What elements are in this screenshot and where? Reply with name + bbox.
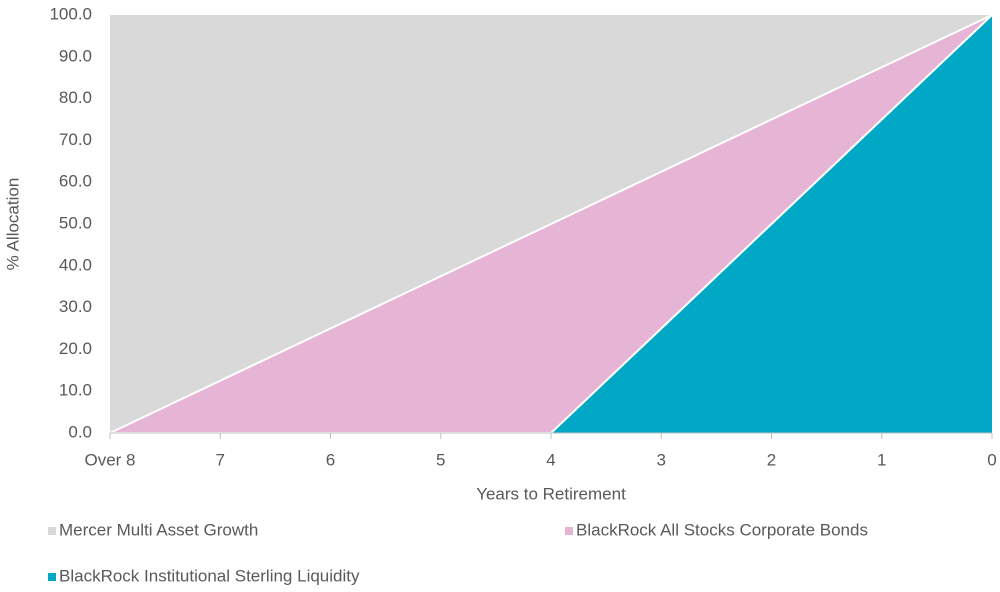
y-tick-label: 60.0 xyxy=(59,172,92,191)
area xyxy=(110,15,992,433)
y-tick-label: 100.0 xyxy=(49,4,92,23)
y-tick-label: 30.0 xyxy=(59,297,92,316)
legend-swatch xyxy=(565,527,573,535)
x-tick-label: 5 xyxy=(436,450,445,469)
x-tick-label: 4 xyxy=(546,450,555,469)
y-tick-label: 10.0 xyxy=(59,381,92,400)
x-tick-label: 3 xyxy=(657,450,666,469)
y-tick-label: 20.0 xyxy=(59,339,92,358)
legend-label: BlackRock All Stocks Corporate Bonds xyxy=(576,520,868,539)
y-axis-title: % Allocation xyxy=(3,178,22,271)
x-axis-title: Years to Retirement xyxy=(476,484,626,503)
legend-label: Mercer Multi Asset Growth xyxy=(59,520,258,539)
legend-swatch xyxy=(48,527,56,535)
y-tick-label: 80.0 xyxy=(59,88,92,107)
area-boundary xyxy=(109,14,993,434)
legend-label: BlackRock Institutional Sterling Liquidi… xyxy=(59,566,360,585)
x-tick-label: 0 xyxy=(987,450,996,469)
x-tick-label: Over 8 xyxy=(84,450,135,469)
x-tick-label: 2 xyxy=(767,450,776,469)
x-tick-label: 1 xyxy=(877,450,886,469)
y-tick-label: 50.0 xyxy=(59,213,92,232)
legend-swatch xyxy=(48,573,56,581)
x-tick-label: 6 xyxy=(326,450,335,469)
x-tick-label: 7 xyxy=(216,450,225,469)
y-tick-label: 70.0 xyxy=(59,130,92,149)
y-tick-label: 40.0 xyxy=(59,255,92,274)
y-tick-label: 90.0 xyxy=(59,46,92,65)
y-tick-label: 0.0 xyxy=(68,422,92,441)
